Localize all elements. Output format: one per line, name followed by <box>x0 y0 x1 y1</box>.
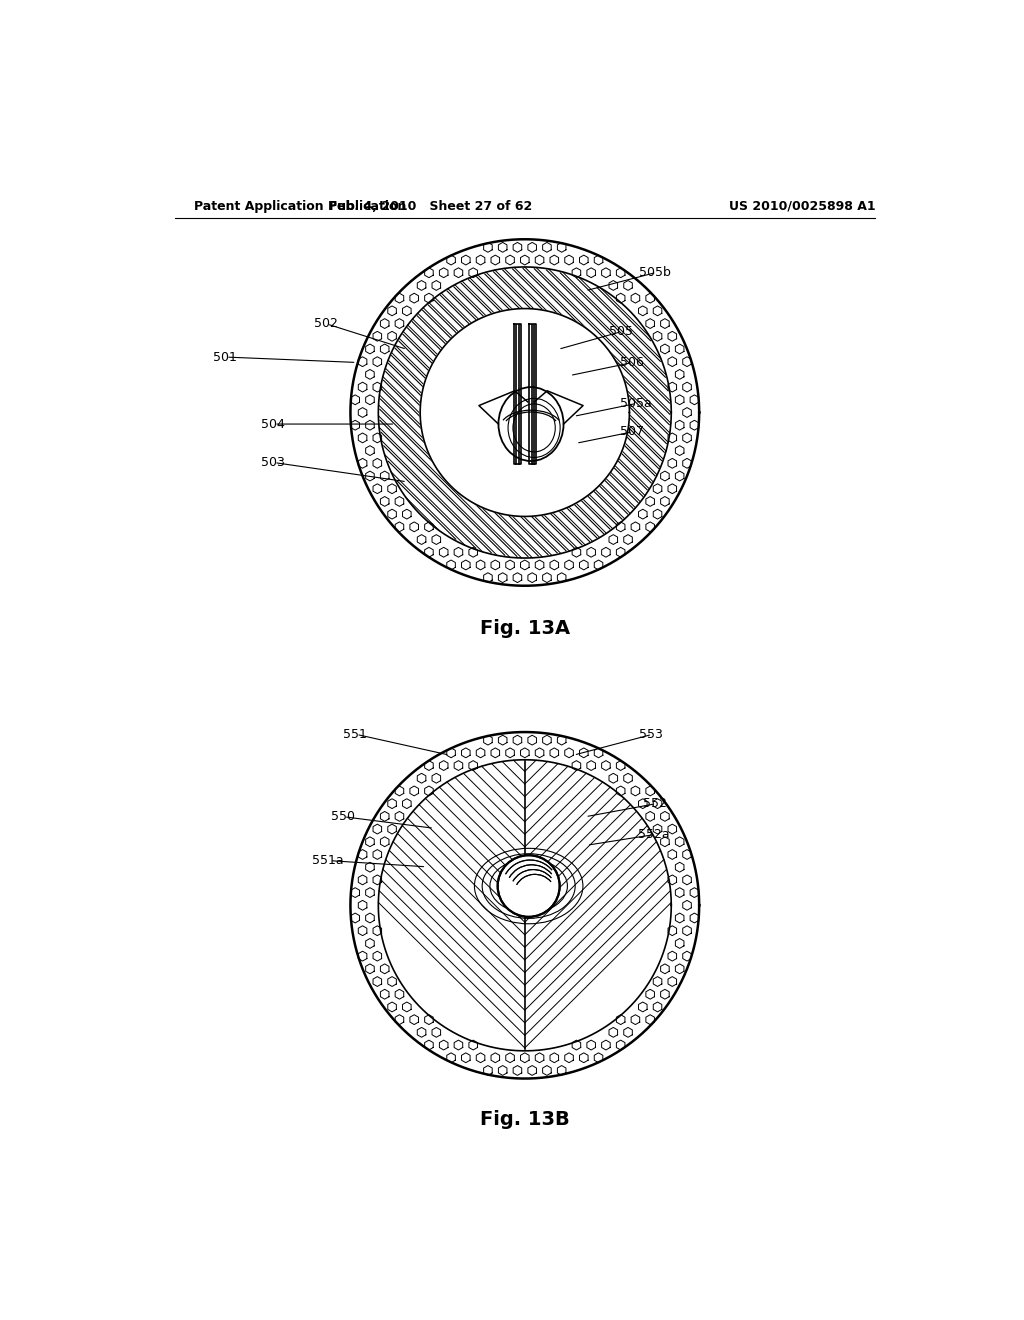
Polygon shape <box>420 309 630 516</box>
Circle shape <box>499 855 559 916</box>
Text: US 2010/0025898 A1: US 2010/0025898 A1 <box>729 199 876 213</box>
Text: Patent Application Publication: Patent Application Publication <box>194 199 407 213</box>
Text: 502: 502 <box>314 317 338 330</box>
Text: 507: 507 <box>621 425 644 438</box>
Text: 553: 553 <box>640 727 664 741</box>
Text: 501: 501 <box>213 351 238 363</box>
Text: 552a: 552a <box>638 828 670 841</box>
Polygon shape <box>514 325 520 465</box>
Text: Fig. 13B: Fig. 13B <box>480 1110 569 1129</box>
Polygon shape <box>350 239 699 586</box>
Text: 551: 551 <box>343 727 368 741</box>
Text: 550: 550 <box>331 810 355 824</box>
Text: 551a: 551a <box>312 854 344 867</box>
Polygon shape <box>529 325 536 465</box>
Polygon shape <box>378 267 672 558</box>
Text: 503: 503 <box>261 455 285 469</box>
Text: 505a: 505a <box>621 397 652 409</box>
Text: 505: 505 <box>608 325 633 338</box>
Text: 504: 504 <box>261 417 285 430</box>
Polygon shape <box>378 267 672 558</box>
Ellipse shape <box>499 387 563 461</box>
Text: Fig. 13A: Fig. 13A <box>479 619 570 638</box>
Text: 505b: 505b <box>640 265 672 279</box>
Polygon shape <box>350 733 699 1078</box>
Text: Feb. 4, 2010   Sheet 27 of 62: Feb. 4, 2010 Sheet 27 of 62 <box>329 199 531 213</box>
Circle shape <box>498 855 560 917</box>
Text: 552: 552 <box>643 797 668 810</box>
Polygon shape <box>378 760 672 1051</box>
Text: 506: 506 <box>621 356 644 370</box>
